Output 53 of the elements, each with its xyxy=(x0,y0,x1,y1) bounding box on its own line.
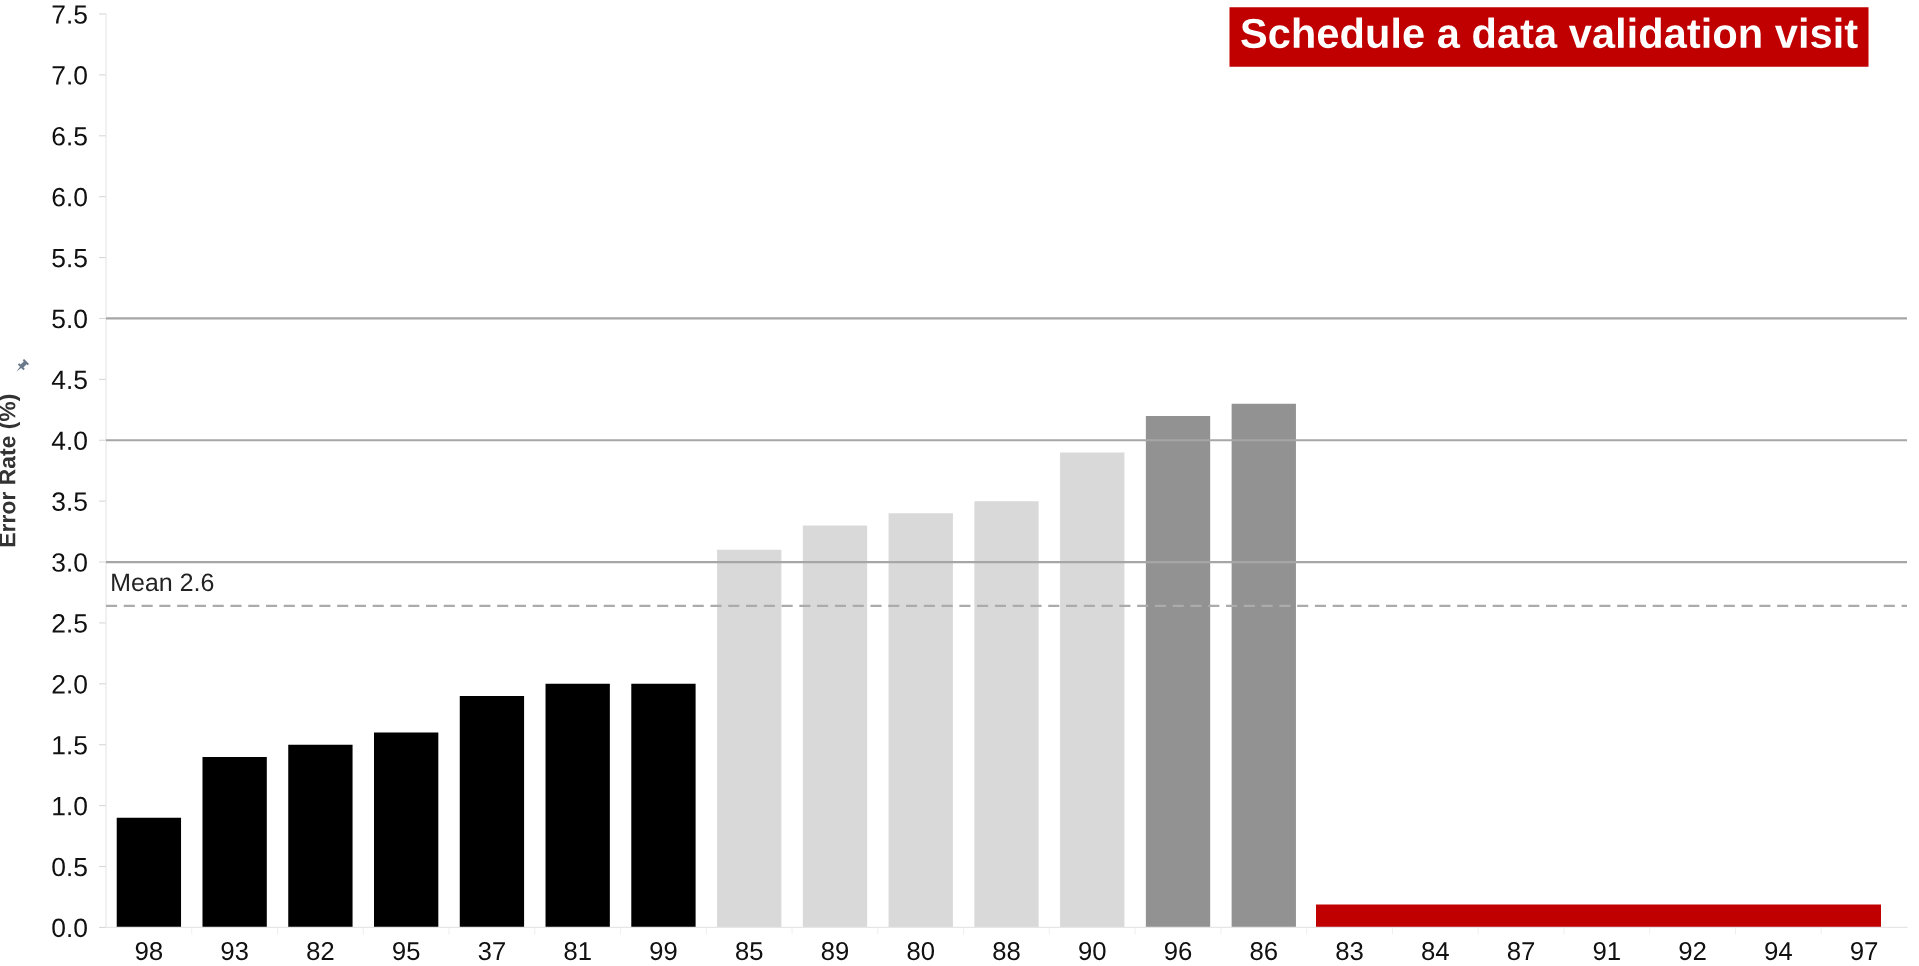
bar xyxy=(459,696,525,928)
bar xyxy=(802,525,868,928)
y-tick-label: 1.0 xyxy=(53,796,87,816)
y-tick-label: 5.5 xyxy=(52,248,87,268)
bar xyxy=(374,732,439,928)
x-tick-label: 91 xyxy=(1593,941,1620,961)
bar xyxy=(116,817,182,928)
x-tick-label: 90 xyxy=(1079,941,1106,961)
x-tick-label: 80 xyxy=(907,941,935,961)
x-tick-label: 99 xyxy=(650,941,677,961)
x-tick-label: 94 xyxy=(1765,941,1792,961)
x-tick-label: 96 xyxy=(1164,941,1192,961)
y-tick-label: 1.5 xyxy=(53,736,87,755)
bar xyxy=(1060,452,1125,928)
bar xyxy=(1231,403,1296,928)
x-tick-label: 85 xyxy=(736,941,763,961)
bar xyxy=(974,501,1039,928)
x-tick-label: 86 xyxy=(1250,941,1277,961)
x-tick-label: 84 xyxy=(1422,941,1449,961)
x-tick-label: 37 xyxy=(478,941,505,961)
bar xyxy=(545,683,610,928)
y-tick-label: 0.5 xyxy=(52,857,87,877)
y-tick-label: 6.0 xyxy=(52,187,87,207)
x-tick-label: 88 xyxy=(993,941,1020,961)
ref-line-label: Mean 2.6 xyxy=(112,573,214,592)
x-tick-label: 87 xyxy=(1507,941,1535,961)
y-tick-label: 3.5 xyxy=(52,492,87,511)
x-tick-label: 83 xyxy=(1336,941,1363,961)
bar xyxy=(202,756,267,928)
y-tick-label: 0.0 xyxy=(52,918,87,938)
y-tick-label: 7.5 xyxy=(52,5,87,24)
y-tick-label: 6.5 xyxy=(52,126,87,146)
x-tick-label: 81 xyxy=(564,941,591,961)
bar xyxy=(888,513,953,928)
y-tick-label: 4.5 xyxy=(51,370,87,390)
x-tick-label: 92 xyxy=(1679,941,1706,961)
bar xyxy=(631,683,696,928)
x-tick-label: 93 xyxy=(221,941,248,961)
bar xyxy=(288,744,353,928)
x-tick-label: 82 xyxy=(307,941,334,961)
y-tick-label: 2.5 xyxy=(52,614,87,633)
y-tick-label: 4.0 xyxy=(51,431,87,451)
bar xyxy=(1145,415,1211,928)
annotation: Schedule a data validation visit xyxy=(1241,17,1858,49)
y-tick-label: 5.0 xyxy=(52,309,87,329)
y-tick-label: 2.0 xyxy=(52,674,87,694)
y-tick-label: 7.0 xyxy=(52,66,87,85)
y-tick-label: 3.0 xyxy=(52,553,87,572)
x-tick-label: 89 xyxy=(821,941,849,961)
x-tick-label: 98 xyxy=(135,941,163,961)
bar xyxy=(717,549,782,928)
x-tick-label: 97 xyxy=(1851,941,1878,961)
x-tick-label: 95 xyxy=(393,941,420,961)
